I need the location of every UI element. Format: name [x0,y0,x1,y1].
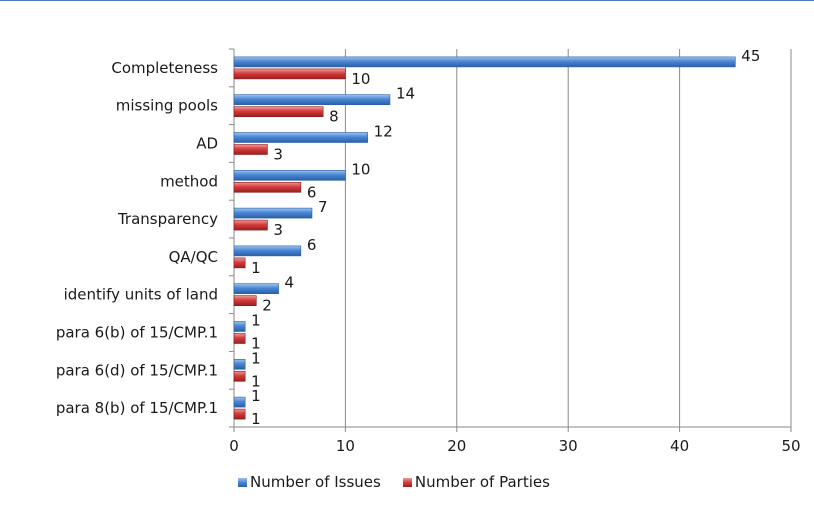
bar-parties [233,370,246,382]
data-label-issues: 12 [374,123,393,141]
bar-parties [233,68,346,80]
category-label: AD [196,135,218,153]
data-label-parties: 1 [251,259,261,277]
category-label: Completeness [111,59,218,77]
bar-issues [233,170,346,181]
bar-issues [233,283,279,295]
data-label-issues: 1 [251,387,261,405]
x-tick-label: 40 [670,437,689,455]
x-tick-label: 30 [559,437,578,455]
legend-swatch-parties [402,477,412,487]
bar-issues [233,358,246,370]
category-label: identify units of land [64,286,218,304]
category-label: para 8(b) of 15/CMP.1 [56,399,218,417]
data-label-issues: 6 [307,236,317,254]
category-label: para 6(d) of 15/CMP.1 [56,361,218,379]
data-label-issues: 1 [251,312,261,330]
data-label-parties: 3 [273,146,283,164]
data-label-parties: 6 [307,183,317,201]
legend-label-issues: Number of Issues [250,473,381,491]
bar-issues [233,94,391,105]
bar-issues [233,321,246,332]
bar-parties [233,106,324,117]
x-tick-label: 10 [336,437,355,455]
legend-item-parties: Number of Parties [402,473,550,491]
bar-parties [233,182,302,193]
data-label-parties: 2 [262,297,272,315]
category-label: missing pools [116,97,218,115]
data-label-parties: 8 [329,108,339,126]
data-label-parties: 1 [251,335,261,353]
bar-parties [233,333,246,344]
category-label: Transparency [117,210,218,228]
bar-parties [233,219,268,231]
data-label-parties: 1 [251,372,261,390]
bar-issues [233,132,368,143]
data-label-parties: 1 [251,410,261,428]
bar-issues [233,245,302,257]
category-label: para 6(b) of 15/CMP.1 [56,324,218,342]
bar-parties [233,295,257,307]
data-label-parties: 10 [351,70,370,88]
x-tick-label: 50 [781,437,800,455]
data-label-parties: 3 [273,221,283,239]
category-label: QA/QC [169,248,218,266]
bar-parties [233,408,246,420]
x-tick-label: 0 [229,437,239,455]
legend-swatch-issues [238,477,247,487]
legend-label-parties: Number of Parties [414,473,550,491]
data-label-issues: 1 [251,349,261,367]
legend-item-issues: Number of Issues [238,473,381,491]
bar-issues [233,207,313,219]
data-label-issues: 10 [351,160,370,178]
data-label-issues: 45 [741,47,760,65]
data-label-issues: 7 [318,198,328,216]
category-label: method [160,172,218,190]
bar-issues [233,396,246,408]
data-label-issues: 4 [285,274,295,292]
bar-issues [233,56,736,68]
data-label-issues: 14 [396,85,415,103]
legend: Number of Issues Number of Parties [238,473,550,491]
bar-parties [233,144,268,155]
bar-parties [233,257,246,269]
x-tick-label: 20 [447,437,466,455]
